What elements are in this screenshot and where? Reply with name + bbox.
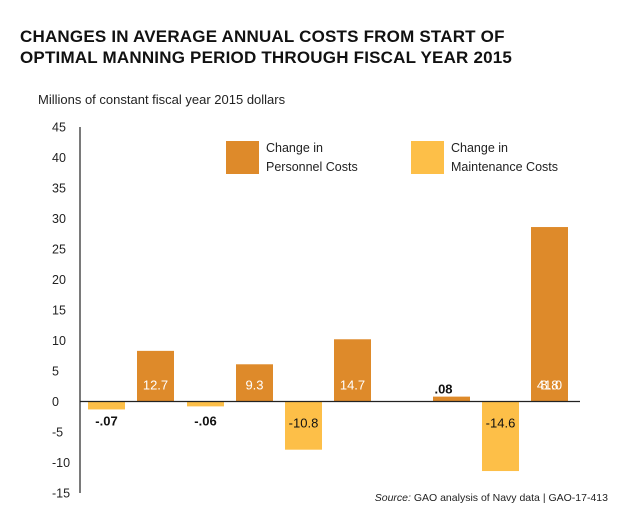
y-tick-label: 45 [52, 121, 66, 135]
legend-label-maintenance-line1: Change in [451, 141, 508, 155]
personnel-bar-final [531, 227, 568, 402]
personnel-bar [433, 396, 470, 402]
personnel-bar [236, 364, 273, 402]
maintenance-bar [482, 401, 519, 472]
y-tick-label: -5 [52, 426, 63, 440]
maintenance-data-label: -.06 [194, 414, 216, 429]
y-tick-label: -10 [52, 456, 70, 470]
y-tick-label: 20 [52, 273, 66, 287]
y-tick-label: 25 [52, 243, 66, 257]
legend-label-personnel-line2: Personnel Costs [266, 160, 358, 174]
y-tick-label: 10 [52, 334, 66, 348]
y-tick-label: 5 [52, 365, 59, 379]
source-prefix: Source: [374, 492, 411, 504]
personnel-data-label: 14.7 [340, 378, 365, 393]
personnel-data-label: 8.8 [540, 378, 558, 393]
maintenance-bar [187, 401, 224, 407]
legend-label-personnel-line1: Change in [266, 141, 323, 155]
personnel-bar [137, 350, 174, 402]
y-tick-label: 0 [52, 395, 59, 409]
chart-title-line-2: OPTIMAL MANNING PERIOD THROUGH FISCAL YE… [20, 48, 513, 67]
maintenance-data-label: -10.8 [289, 416, 319, 431]
y-axis-units-label: Millions of constant fiscal year 2015 do… [38, 92, 286, 107]
legend-swatch-maintenance [411, 141, 444, 174]
source-text: GAO analysis of Navy data | GAO-17-413 [410, 492, 608, 504]
y-tick-label: -15 [52, 487, 70, 501]
legend-swatch-personnel [226, 141, 259, 174]
maintenance-data-label: -14.6 [486, 416, 516, 431]
y-tick-label: 30 [52, 212, 66, 226]
personnel-data-label-final: 41.0 [537, 378, 562, 393]
personnel-data-label: .08 [434, 382, 452, 397]
source-note: Source: GAO analysis of Navy data | GAO-… [375, 492, 608, 504]
maintenance-data-label: -.07 [95, 414, 117, 429]
chart-title-line-1: CHANGES IN AVERAGE ANNUAL COSTS FROM STA… [20, 27, 505, 46]
maintenance-bar [285, 401, 322, 450]
personnel-data-label: 9.3 [245, 378, 263, 393]
y-tick-label: 15 [52, 304, 66, 318]
personnel-data-label: 12.7 [143, 378, 168, 393]
chart-title: CHANGES IN AVERAGE ANNUAL COSTS FROM STA… [20, 26, 620, 68]
legend-label-maintenance-line2: Maintenance Costs [451, 160, 558, 174]
y-tick-label: 40 [52, 151, 66, 165]
personnel-bar [334, 339, 371, 402]
y-tick-label: 35 [52, 182, 66, 196]
maintenance-bar [88, 401, 125, 410]
